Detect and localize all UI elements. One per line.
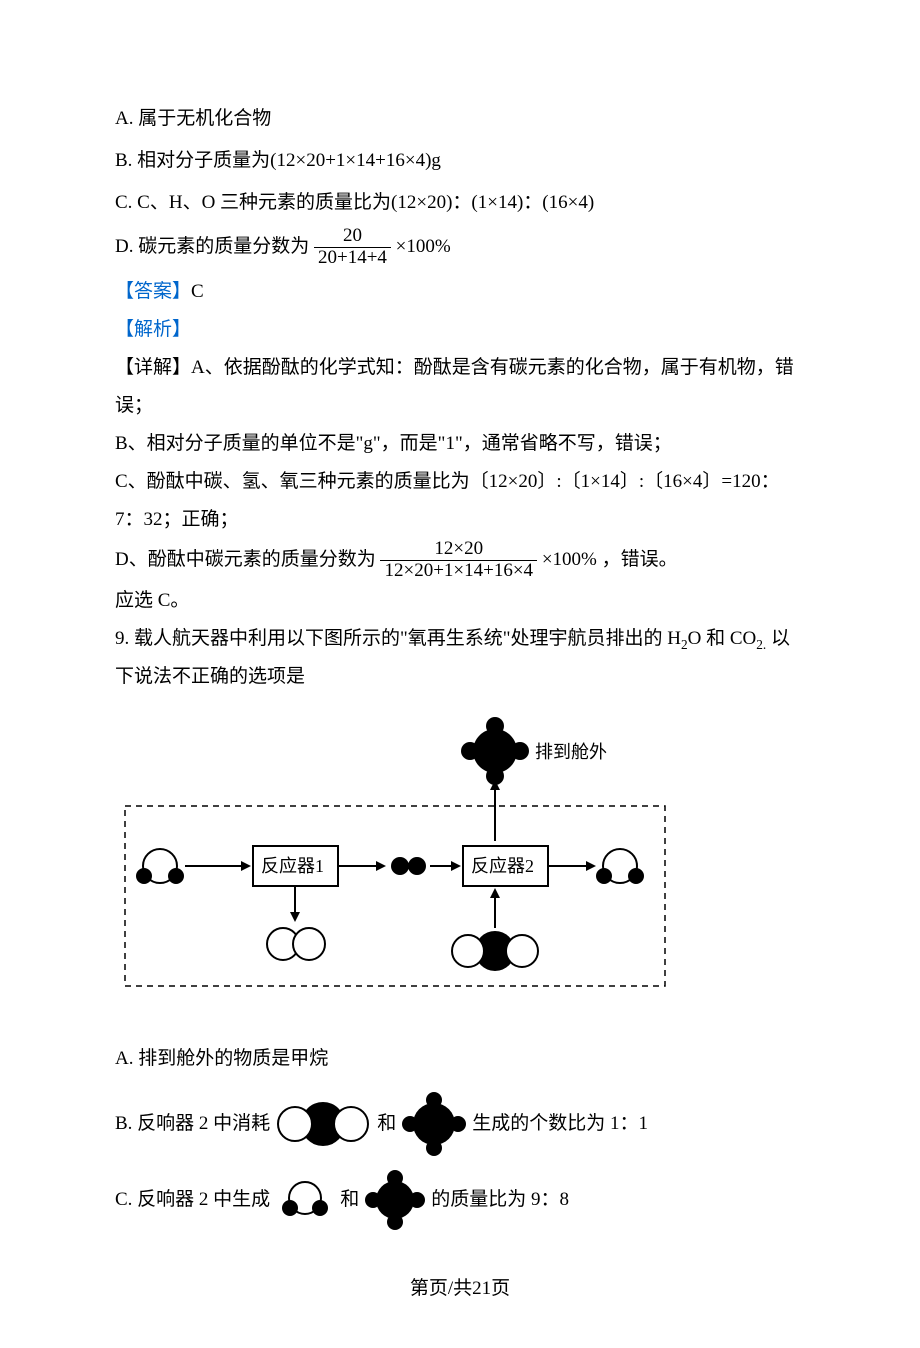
detail-d-prefix: D、酚酞中碳元素的质量分数为: [115, 549, 380, 570]
q9-optc-p1: C. 反响器 2 中生成: [115, 1181, 270, 1219]
q9-optb-p2: 和: [377, 1105, 396, 1143]
analysis-label: 【解析】: [115, 311, 805, 349]
document-page: A. 属于无机化合物 B. 相对分子质量为(12×20+1×14+16×4)g …: [0, 0, 920, 1348]
answer-value: C: [191, 281, 204, 302]
detail-c: C、酚酞中碳、氢、氧三种元素的质量比为〔12×20〕:〔1×14〕:〔16×4〕…: [115, 463, 805, 539]
h2o-molecule-icon: [136, 849, 184, 884]
diagram-label-out: 排到舱外: [535, 742, 607, 762]
option-d: D. 碳元素的质量分数为 20 20+14+4 ×100%: [115, 226, 805, 269]
co2-molecule-icon: [452, 931, 538, 971]
detail-d: D、酚酞中碳元素的质量分数为 12×20 12×20+1×14+16×4 ×10…: [115, 539, 805, 582]
reactor1-label: 反应器1: [261, 856, 324, 876]
option-c: C. C、H、O 三种元素的质量比为(12×20)：(1×14)：(16×4): [115, 184, 805, 222]
subscript: 2: [681, 636, 688, 651]
detail-tail: 应选 C。: [115, 582, 805, 620]
reactor2-label: 反应器2: [471, 856, 534, 876]
q9-optc-p3: 的质量比为 9：8: [431, 1181, 569, 1219]
q9-optb-p3: 生成的个数比为 1：1: [472, 1105, 648, 1143]
q9-stem-2: O 和 CO: [688, 628, 757, 649]
detail-a: 【详解】A、依据酚酞的化学式知：酚酞是含有碳元素的化合物，属于有机物，错误；: [115, 349, 805, 425]
fraction-numerator: 20: [314, 226, 391, 248]
answer-label: 【答案】: [115, 281, 191, 302]
q9-optc-p2: 和: [340, 1181, 359, 1219]
option-a: A. 属于无机化合物: [115, 100, 805, 138]
q9-option-c: C. 反响器 2 中生成 和 的质量比为 9：8: [115, 1170, 805, 1230]
fraction: 20 20+14+4: [314, 226, 391, 269]
ch4-molecule-icon: [365, 1170, 425, 1230]
detail-d-mid: ×100%: [542, 549, 602, 570]
q9-optb-p1: B. 反响器 2 中消耗: [115, 1105, 270, 1143]
subscript: 2.: [756, 636, 766, 651]
q9-stem: 9. 载人航天器中利用以下图所示的"氧再生系统"处理宇航员排出的 H2O 和 C…: [115, 620, 805, 696]
ch4-molecule-icon: [461, 717, 529, 785]
fraction-denominator: 20+14+4: [314, 248, 391, 269]
option-d-prefix: D. 碳元素的质量分数为: [115, 236, 314, 257]
answer-line: 【答案】C: [115, 273, 805, 311]
option-b: B. 相对分子质量为(12×20+1×14+16×4)g: [115, 142, 805, 180]
q9-option-b: B. 反响器 2 中消耗 和 生成的个数比为 1：1: [115, 1092, 805, 1156]
fraction: 12×20 12×20+1×14+16×4: [380, 539, 537, 582]
page-footer: 第页/共21页: [115, 1270, 805, 1308]
o2-molecule-icon: [267, 928, 325, 960]
co2-molecule-icon: [276, 1097, 371, 1151]
q9-stem-1: 9. 载人航天器中利用以下图所示的"氧再生系统"处理宇航员排出的 H: [115, 628, 681, 649]
h2-molecule-icon: [391, 857, 426, 875]
oxygen-regeneration-diagram: 排到舱外 反应器1: [115, 716, 805, 1030]
fraction-denominator: 12×20+1×14+16×4: [380, 561, 537, 582]
h2o-molecule-icon: [276, 1178, 334, 1222]
detail-d-suffix: ，错误。: [602, 549, 678, 570]
h2o-molecule-icon: [596, 849, 644, 884]
option-d-suffix: ×100%: [396, 236, 451, 257]
detail-b: B、相对分子质量的单位不是"g"，而是"1"，通常省略不写，错误；: [115, 425, 805, 463]
ch4-molecule-icon: [402, 1092, 466, 1156]
q9-option-a: A. 排到舱外的物质是甲烷: [115, 1040, 805, 1078]
fraction-numerator: 12×20: [380, 539, 537, 561]
